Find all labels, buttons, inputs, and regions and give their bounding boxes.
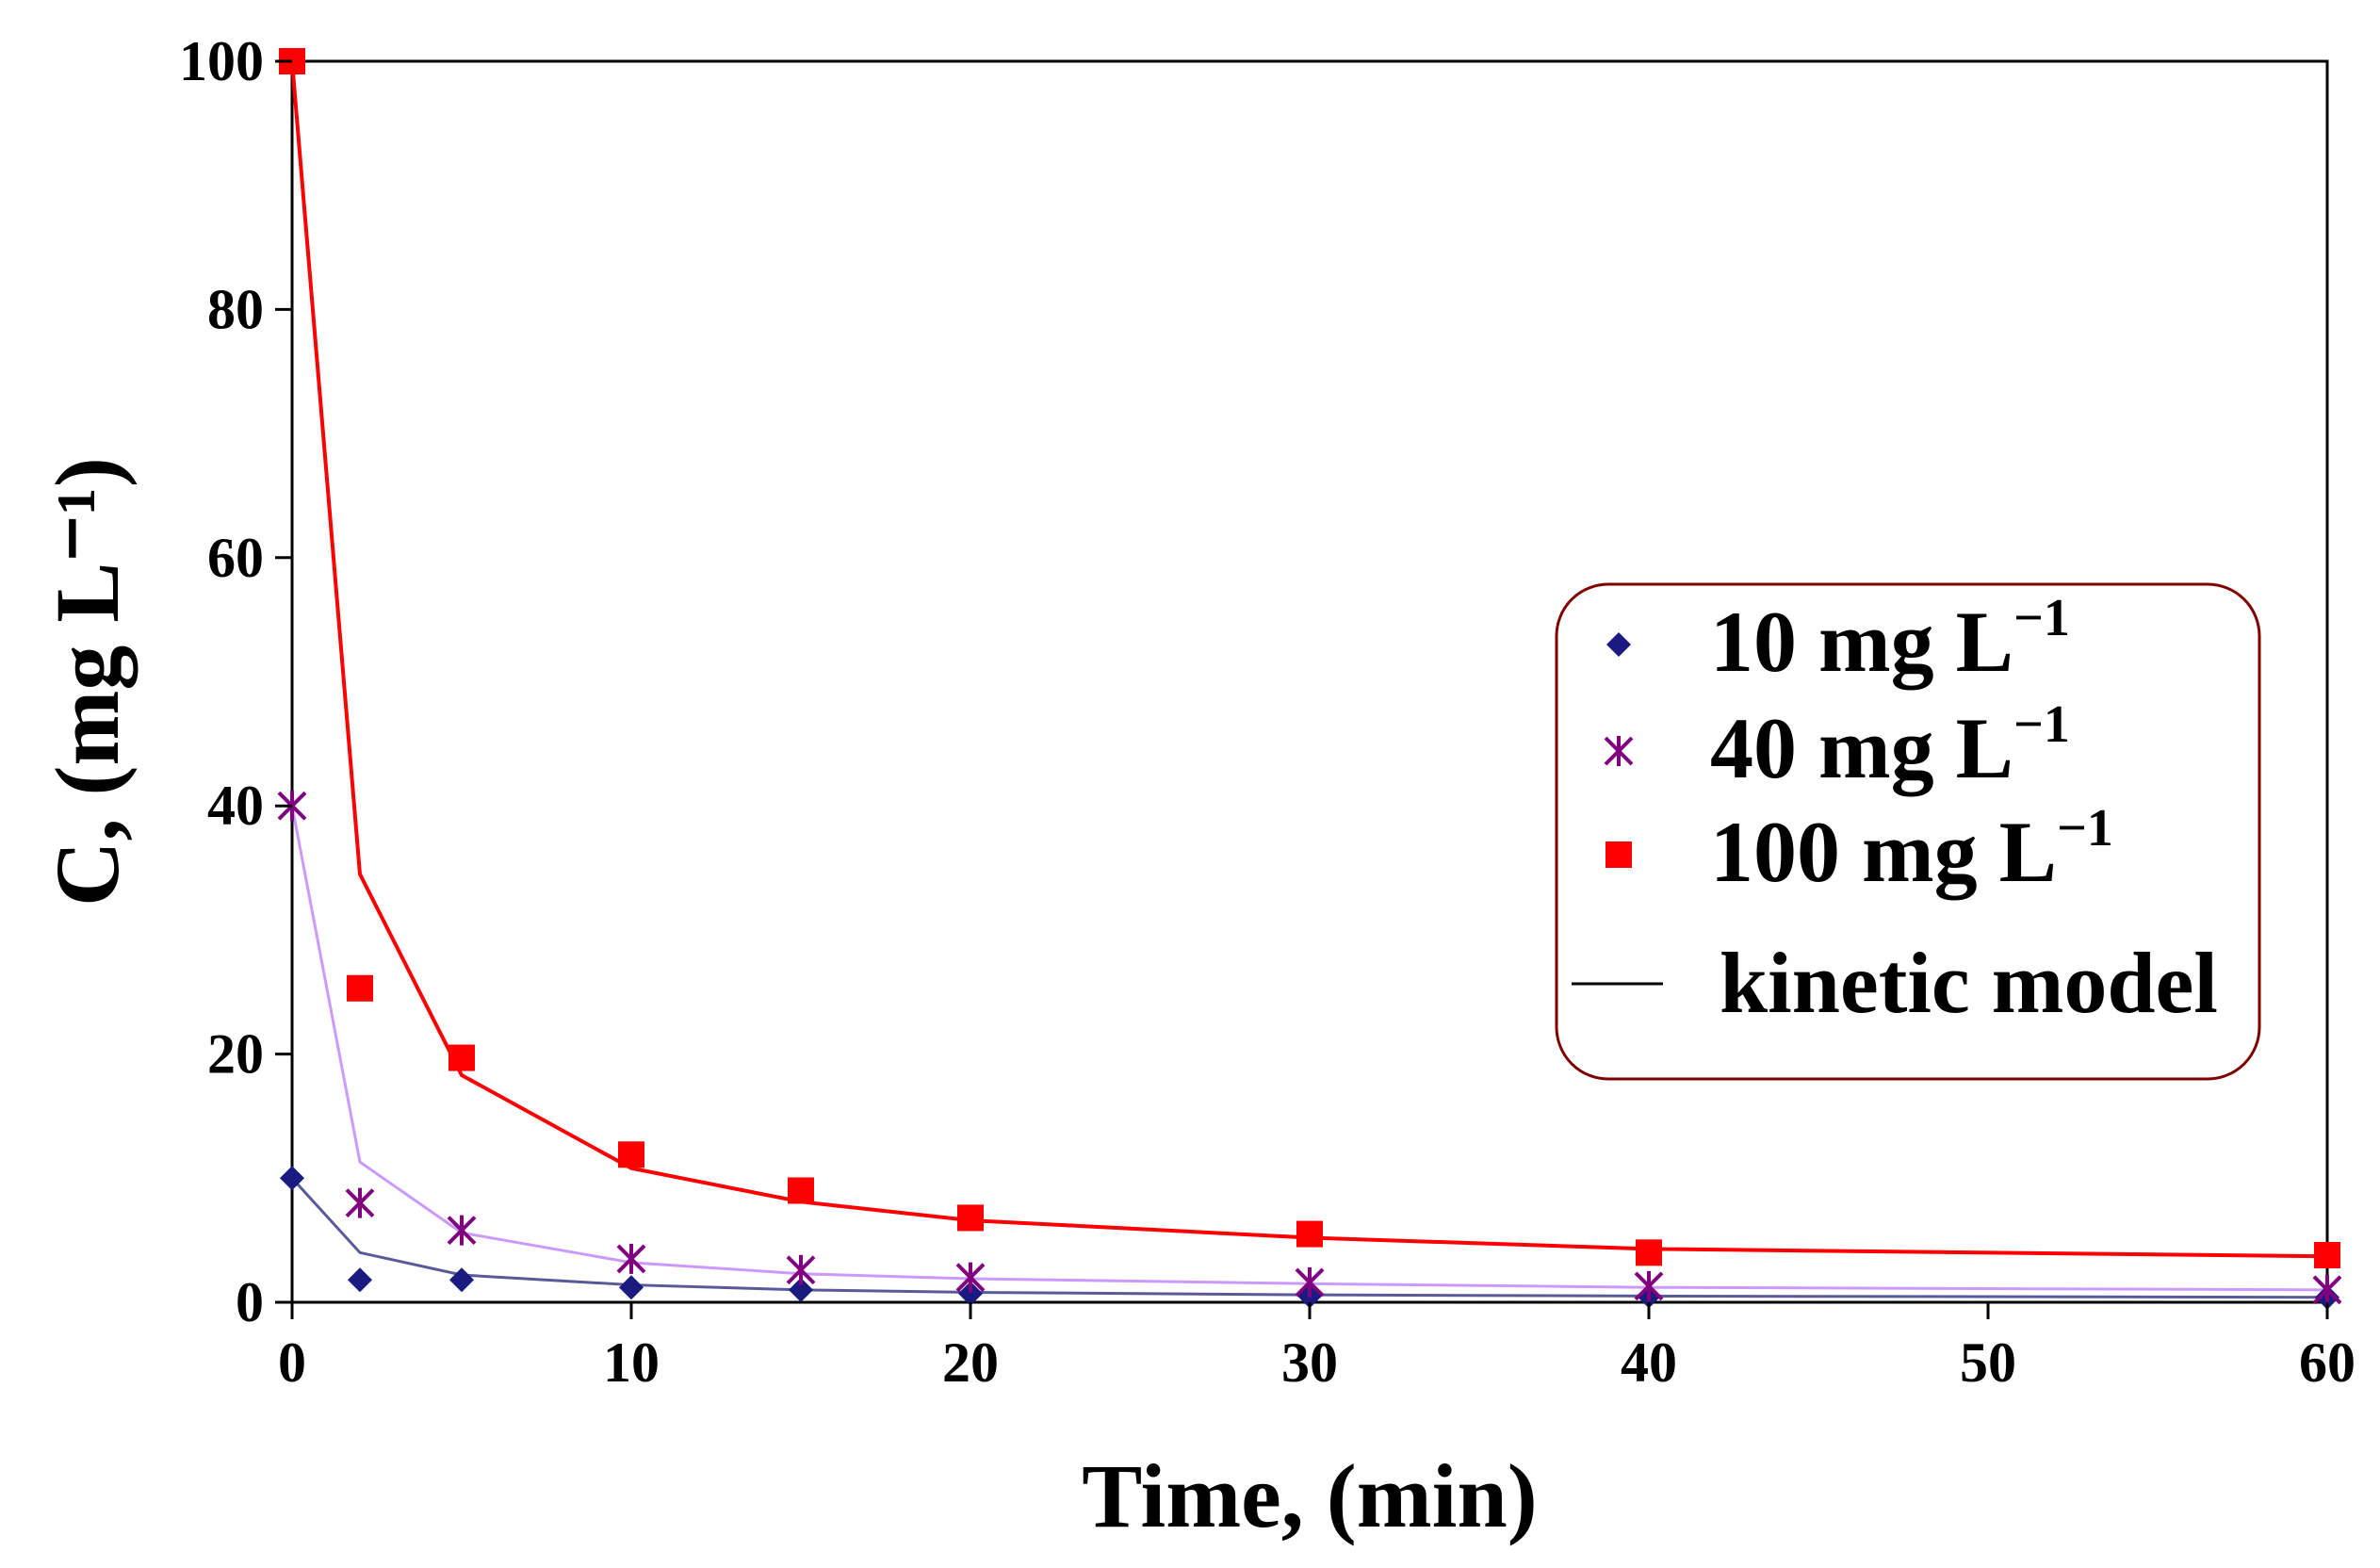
data-point-3 (1296, 1220, 1323, 1248)
y-tick-label: 60 (207, 527, 264, 589)
x-tick-label: 0 (278, 1331, 306, 1394)
data-point-3 (347, 974, 373, 1002)
y-axis-title: C, (mg L⁻¹) (37, 457, 138, 906)
y-tick-label: 40 (207, 775, 264, 837)
data-point-2 (616, 1243, 646, 1274)
data-point-2 (447, 1215, 477, 1246)
data-point-3 (1636, 1239, 1662, 1266)
ticks: 0 10 20 30 40 50 60 0 20 40 60 80 100 (179, 30, 2356, 1394)
data-point-1 (958, 1281, 983, 1306)
data-point-1 (280, 1166, 304, 1191)
x-tick-label: 20 (942, 1331, 999, 1394)
legend-box (1555, 582, 2261, 1081)
data-point-3 (618, 1141, 644, 1168)
legend-label-3: 100 mg L−1 (1710, 799, 2113, 900)
legend-marker-2 (1604, 736, 1634, 766)
data-point-2 (1634, 1270, 1664, 1301)
y-tick-label: 100 (179, 30, 264, 92)
data-point-1 (619, 1275, 644, 1300)
data-point-3 (2314, 1241, 2340, 1268)
data-point-2 (345, 1187, 375, 1218)
y-tick-label: 20 (207, 1023, 264, 1086)
data-point-2 (1295, 1266, 1325, 1298)
x-tick-label: 50 (1960, 1331, 2016, 1394)
data-point-2 (955, 1262, 986, 1293)
legend-marker-3 (1606, 841, 1632, 868)
data-point-2 (2312, 1274, 2342, 1305)
legend-label-1: 10 mg L−1 (1710, 589, 2070, 690)
data-point-3 (448, 1044, 475, 1071)
data-point-1 (449, 1267, 474, 1293)
x-tick-label: 30 (1281, 1331, 1338, 1394)
x-tick-label: 10 (603, 1331, 660, 1394)
x-tick-label: 40 (1621, 1331, 1677, 1394)
legend-label-model: kinetic model (1720, 935, 2218, 1031)
data-point-1 (348, 1267, 372, 1293)
data-point-1 (789, 1277, 813, 1302)
y-tick-label: 80 (207, 278, 264, 340)
y-tick-label: 0 (236, 1271, 264, 1333)
legend-label-2: 40 mg L−1 (1710, 695, 2070, 796)
legend-marker-1 (1606, 632, 1631, 657)
x-tick-label: 60 (2299, 1331, 2356, 1394)
data-point-3 (957, 1204, 984, 1232)
data-point-3 (788, 1177, 814, 1204)
markers (277, 48, 2342, 1310)
data-point-2 (786, 1254, 816, 1285)
x-axis-title: Time, (min) (1082, 1446, 1538, 1546)
